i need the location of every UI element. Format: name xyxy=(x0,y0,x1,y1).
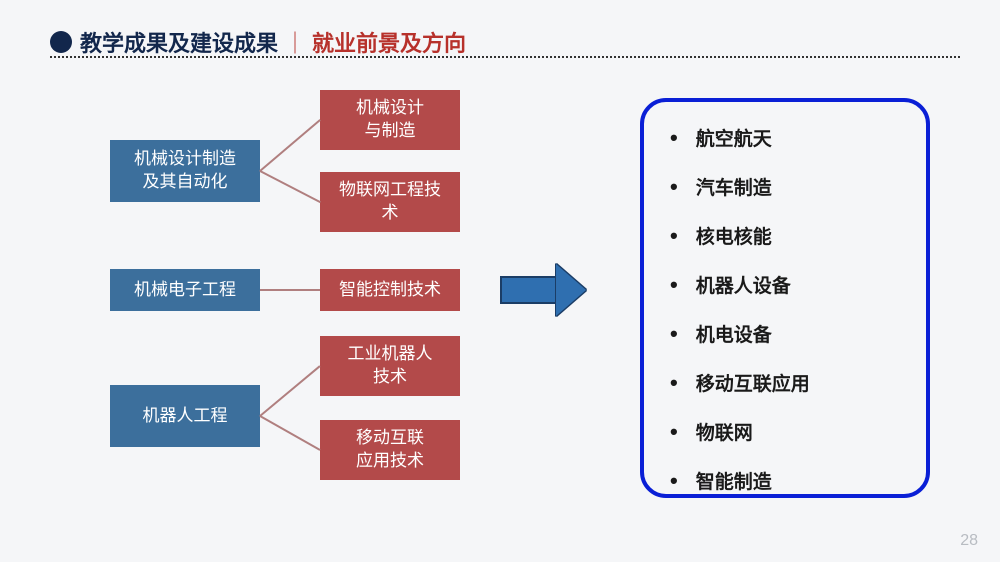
header-title-main: 教学成果及建设成果 xyxy=(80,26,278,58)
course-box-course-2a: 智能控制技术 xyxy=(320,269,460,311)
prospects-panel: 航空航天汽车制造核电核能机器人设备机电设备移动互联应用物联网智能制造 xyxy=(640,98,930,498)
prospect-item-0: 航空航天 xyxy=(670,124,900,151)
course-box-course-3b: 移动互联应用技术 xyxy=(320,420,460,480)
course-box-course-1b: 物联网工程技术 xyxy=(320,172,460,232)
page-number: 28 xyxy=(960,532,978,550)
header-separator: ｜ xyxy=(284,26,306,58)
connector-line-1 xyxy=(260,170,321,203)
prospect-item-3: 机器人设备 xyxy=(670,271,900,298)
slide: 教学成果及建设成果 ｜ 就业前景及方向 机械设计制造及其自动化机械电子工程机器人… xyxy=(0,0,1000,562)
prospect-item-7: 智能制造 xyxy=(670,467,900,494)
header-title-sub: 就业前景及方向 xyxy=(312,26,466,58)
arrow-head xyxy=(556,264,586,316)
major-box-major-2: 机械电子工程 xyxy=(110,269,260,311)
prospects-list: 航空航天汽车制造核电核能机器人设备机电设备移动互联应用物联网智能制造 xyxy=(670,124,900,494)
connector-line-4 xyxy=(260,415,321,451)
connector-line-3 xyxy=(259,365,320,417)
prospect-item-5: 移动互联应用 xyxy=(670,369,900,396)
prospect-item-1: 汽车制造 xyxy=(670,173,900,200)
header-divider xyxy=(50,56,960,58)
connector-line-0 xyxy=(259,119,320,172)
connector-line-2 xyxy=(260,289,320,291)
bullet-dot-icon xyxy=(50,31,72,53)
major-box-major-3: 机器人工程 xyxy=(110,385,260,447)
prospect-item-6: 物联网 xyxy=(670,418,900,445)
course-box-course-3a: 工业机器人技术 xyxy=(320,336,460,396)
prospect-item-4: 机电设备 xyxy=(670,320,900,347)
course-box-course-1a: 机械设计与制造 xyxy=(320,90,460,150)
arrow-right-icon xyxy=(500,264,586,316)
prospect-item-2: 核电核能 xyxy=(670,222,900,249)
slide-header: 教学成果及建设成果 ｜ 就业前景及方向 xyxy=(50,26,960,58)
major-box-major-1: 机械设计制造及其自动化 xyxy=(110,140,260,202)
arrow-shaft xyxy=(500,276,556,304)
